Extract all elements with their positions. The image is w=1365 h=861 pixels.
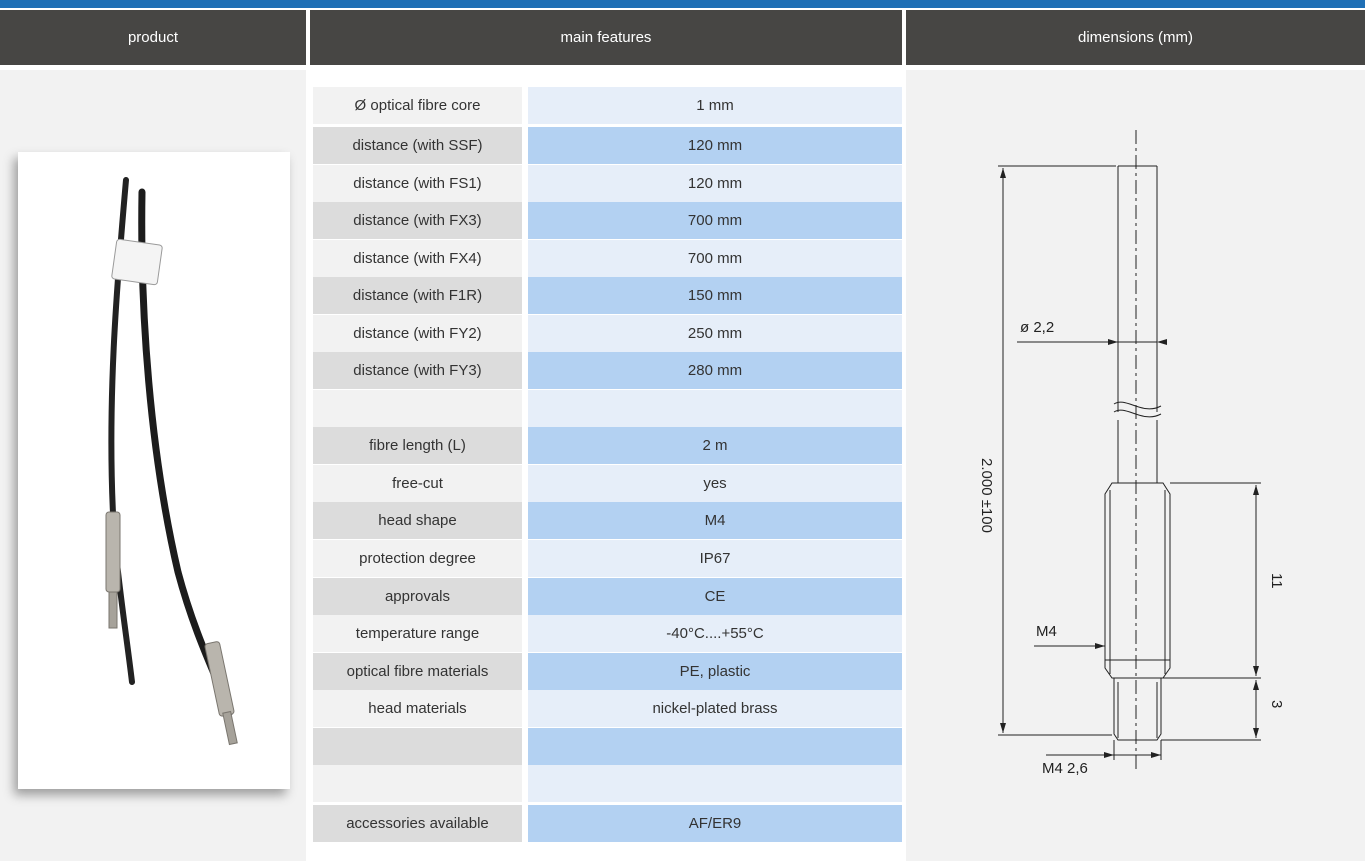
header-product-label: product	[127, 29, 179, 46]
feature-value: AF/ER9	[528, 805, 902, 842]
length-label: 2.000 ±100	[978, 458, 995, 533]
feature-row: distance (with FY2) 250 mm	[313, 315, 902, 352]
feature-label	[313, 390, 522, 427]
arrow-tip-top	[1253, 680, 1259, 690]
arrow-tip-diameter-left	[1104, 752, 1114, 758]
fibre-optic-cable-icon	[105, 177, 238, 746]
feature-label: distance (with F1R)	[313, 277, 522, 314]
dimension-drawing: ø 2,2 2.000 ±100 M4 11 3 M4 2,6	[978, 130, 1285, 777]
feature-row-spacer	[313, 765, 902, 802]
arrow-diameter-left	[1108, 339, 1118, 345]
feature-row: temperature range -40°C....+55°C	[313, 615, 902, 652]
feature-row-spacer	[313, 390, 902, 427]
feature-value: IP67	[528, 540, 902, 577]
feature-row: distance (with FS1) 120 mm	[313, 165, 902, 202]
feature-label: head shape	[313, 502, 522, 539]
feature-value: M4	[528, 502, 902, 539]
feature-row: head materials nickel-plated brass	[313, 690, 902, 727]
feature-value: 700 mm	[528, 202, 902, 239]
feature-label: distance (with FS1)	[313, 165, 522, 202]
thread-label: M4	[1036, 623, 1057, 640]
arrow-head-bottom	[1253, 666, 1259, 676]
feature-row: optical fibre materials PE, plastic	[313, 653, 902, 690]
arrow-tip-diameter-right	[1151, 752, 1161, 758]
feature-value: nickel-plated brass	[528, 690, 902, 727]
arrow-thread	[1095, 643, 1105, 649]
head-length-label: 11	[1268, 573, 1285, 589]
tip-outline	[1113, 678, 1162, 741]
feature-label	[313, 728, 522, 765]
feature-row: distance (with SSF) 120 mm	[313, 127, 902, 164]
feature-row: distance (with FX4) 700 mm	[313, 240, 902, 277]
head-outline	[1104, 482, 1171, 679]
feature-value: CE	[528, 578, 902, 615]
feature-row: approvals CE	[313, 578, 902, 615]
feature-label: free-cut	[313, 465, 522, 502]
feature-label: optical fibre materials	[313, 653, 522, 690]
feature-value: 1 mm	[528, 87, 902, 124]
feature-label: approvals	[313, 578, 522, 615]
feature-row: Ø optical fibre core 1 mm	[313, 87, 902, 124]
feature-label: accessories available	[313, 805, 522, 842]
top-accent-bar	[0, 0, 1365, 8]
feature-value: 700 mm	[528, 240, 902, 277]
feature-label: protection degree	[313, 540, 522, 577]
feature-label: distance (with FX3)	[313, 202, 522, 239]
feature-row: head shape M4	[313, 502, 902, 539]
feature-value	[528, 390, 902, 427]
feature-row: protection degree IP67	[313, 540, 902, 577]
diameter-label: ø 2,2	[1020, 319, 1054, 336]
feature-row: accessories available AF/ER9	[313, 805, 902, 842]
tip-length-label: 3	[1268, 700, 1285, 708]
feature-value: 280 mm	[528, 352, 902, 389]
header-main-features: main features	[310, 10, 902, 65]
feature-value: 250 mm	[528, 315, 902, 352]
feature-row-spacer	[313, 728, 902, 765]
feature-row: distance (with F1R) 150 mm	[313, 277, 902, 314]
arrow-diameter-right	[1157, 339, 1167, 345]
feature-value: yes	[528, 465, 902, 502]
break-mark-upper	[1113, 401, 1162, 410]
feature-row: distance (with FX3) 700 mm	[313, 202, 902, 239]
feature-value	[528, 728, 902, 765]
feature-value: -40°C....+55°C	[528, 615, 902, 652]
feature-value	[528, 765, 902, 802]
feature-row: free-cut yes	[313, 465, 902, 502]
arrow-tip-bottom	[1253, 728, 1259, 738]
product-photo	[18, 152, 290, 789]
feature-label	[313, 765, 522, 802]
header-main-features-label: main features	[560, 29, 652, 46]
header-dimensions: dimensions (mm)	[906, 10, 1365, 65]
feature-label: Ø optical fibre core	[313, 87, 522, 124]
tip-thread-label: M4 2,6	[1042, 760, 1088, 777]
feature-value: PE, plastic	[528, 653, 902, 690]
arrow-head-top	[1253, 485, 1259, 495]
header-dimensions-label: dimensions (mm)	[1077, 29, 1194, 46]
feature-value: 120 mm	[528, 165, 902, 202]
header-product: product	[0, 10, 306, 65]
feature-label: fibre length (L)	[313, 427, 522, 464]
break-mark-lower	[1113, 409, 1162, 418]
feature-value: 2 m	[528, 427, 902, 464]
arrow-length-top	[1000, 168, 1006, 178]
feature-label: temperature range	[313, 615, 522, 652]
feature-label: distance (with FY3)	[313, 352, 522, 389]
feature-value: 120 mm	[528, 127, 902, 164]
feature-label: distance (with SSF)	[313, 127, 522, 164]
feature-label: distance (with FY2)	[313, 315, 522, 352]
feature-row: distance (with FY3) 280 mm	[313, 352, 902, 389]
feature-label: head materials	[313, 690, 522, 727]
arrow-length-bottom	[1000, 723, 1006, 733]
feature-row: fibre length (L) 2 m	[313, 427, 902, 464]
feature-value: 150 mm	[528, 277, 902, 314]
feature-label: distance (with FX4)	[313, 240, 522, 277]
